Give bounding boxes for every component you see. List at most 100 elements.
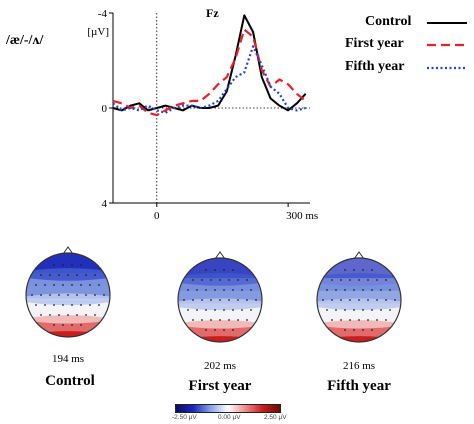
- electrode-dot: [385, 299, 387, 301]
- electrode-dot: [335, 289, 337, 291]
- electrode-dot: [246, 279, 248, 281]
- electrode-dot: [385, 319, 387, 321]
- electrode-dot: [232, 289, 234, 291]
- electrode-dot: [331, 299, 333, 301]
- electrode-dot: [40, 294, 42, 296]
- topomap-time-control: 194 ms: [51, 353, 85, 365]
- head-outline: [316, 257, 402, 343]
- electrode-dot: [349, 319, 351, 321]
- legend-label-control: Control: [365, 14, 412, 29]
- electrode-dot: [49, 314, 51, 316]
- topomap-first-year: [177, 251, 263, 343]
- head-outline: [177, 257, 263, 343]
- electrode-dot: [349, 299, 351, 301]
- electrode-dot: [335, 309, 337, 311]
- electrode-dot: [210, 319, 212, 321]
- electrode-dot: [53, 284, 55, 286]
- electrode-dot: [223, 329, 225, 331]
- electrode-dot: [53, 304, 55, 306]
- electrode-dot: [228, 319, 230, 321]
- electrode-dot: [53, 264, 55, 266]
- topomap-band: [317, 307, 401, 326]
- electrode-dot: [58, 274, 60, 276]
- colorbar-tick-max: 2.50 µV: [264, 414, 287, 421]
- electrode-dot: [232, 269, 234, 271]
- electrode-dot: [250, 289, 252, 291]
- electrode-dot: [58, 314, 60, 316]
- electrode-dot: [214, 329, 216, 331]
- topomap-label-first-year: First year: [188, 378, 252, 394]
- electrode-dot: [85, 294, 87, 296]
- electrode-dot: [76, 314, 78, 316]
- electrode-dot: [367, 319, 369, 321]
- erp-chart: -4 0 4 [µV] 0 300 ms Fz: [87, 6, 318, 222]
- series-line-control: [112, 14, 307, 112]
- electrode-dot: [250, 309, 252, 311]
- electrode-dot: [389, 289, 391, 291]
- electrode-dot: [67, 294, 69, 296]
- topomap-control: [25, 246, 111, 338]
- electrode-dot: [192, 319, 194, 321]
- series-line-first-year: [112, 28, 307, 117]
- electrode-dot: [89, 304, 91, 306]
- contrast-label: /æ/-/ʌ/: [6, 33, 44, 48]
- electrode-dot: [223, 269, 225, 271]
- electrode-dot: [58, 294, 60, 296]
- electrode-dot: [380, 289, 382, 291]
- electrode-dot: [62, 284, 64, 286]
- topomap-time-fifth-year: 216 ms: [342, 360, 376, 372]
- electrode-dot: [246, 299, 248, 301]
- electrode-dot: [358, 299, 360, 301]
- electrode-dot: [205, 329, 207, 331]
- electrode-dot: [326, 289, 328, 291]
- electrode-dot: [85, 314, 87, 316]
- topomap-row: [25, 246, 402, 343]
- electrode-dot: [344, 289, 346, 291]
- y-tick-label: 4: [102, 198, 108, 210]
- electrode-dot: [358, 279, 360, 281]
- electrode-dot: [376, 279, 378, 281]
- electrode-dot: [367, 279, 369, 281]
- electrode-dot: [76, 274, 78, 276]
- series-line-fifth-year: [112, 45, 306, 114]
- electrode-dot: [353, 269, 355, 271]
- electrode-dot: [40, 314, 42, 316]
- electrode-dot: [371, 329, 373, 331]
- electrode-dot: [219, 279, 221, 281]
- electrode-dot: [371, 309, 373, 311]
- electrode-dot: [210, 299, 212, 301]
- electrode-dot: [349, 279, 351, 281]
- topomap-fifth-year: [316, 251, 402, 343]
- electrode-dot: [71, 324, 73, 326]
- electrode-dot: [89, 284, 91, 286]
- electrode-dot: [385, 279, 387, 281]
- electrode-dot: [362, 289, 364, 291]
- electrode-dot: [322, 299, 324, 301]
- electrode-dot: [40, 274, 42, 276]
- electrode-dot: [228, 299, 230, 301]
- electrode-dot: [44, 284, 46, 286]
- nose-mark: [62, 246, 74, 255]
- electrode-dot: [376, 319, 378, 321]
- electrode-dot: [205, 309, 207, 311]
- electrode-dot: [44, 304, 46, 306]
- chart-title: Fz: [206, 6, 219, 20]
- electrode-dot: [246, 319, 248, 321]
- x-tick-label: 300 ms: [286, 210, 318, 222]
- electrode-dot: [344, 269, 346, 271]
- electrode-dot: [80, 284, 82, 286]
- electrode-dot: [31, 294, 33, 296]
- electrode-dot: [344, 329, 346, 331]
- electrode-dot: [353, 289, 355, 291]
- electrode-dot: [62, 324, 64, 326]
- electrode-dot: [326, 309, 328, 311]
- topomap-band: [317, 282, 401, 304]
- electrode-dot: [237, 319, 239, 321]
- electrode-dot: [80, 304, 82, 306]
- electrode-dot: [376, 299, 378, 301]
- electrode-dot: [201, 279, 203, 281]
- nose-mark: [353, 251, 365, 260]
- topomap-label-fifth-year: Fifth year: [327, 378, 391, 394]
- y-tick-label: -4: [98, 8, 108, 20]
- electrode-dot: [67, 314, 69, 316]
